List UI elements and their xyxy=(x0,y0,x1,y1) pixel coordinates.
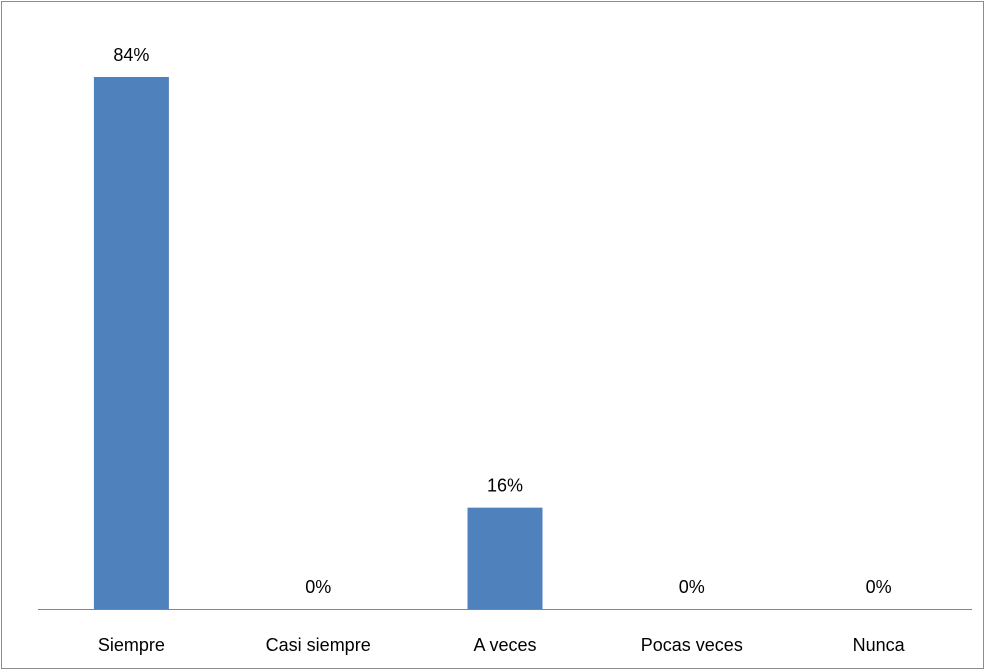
category-label-0: Siempre xyxy=(98,635,165,655)
category-label-4: Nunca xyxy=(853,635,906,655)
data-label-4: 0% xyxy=(866,577,892,597)
data-label-1: 0% xyxy=(305,577,331,597)
data-label-3: 0% xyxy=(679,577,705,597)
data-label-0: 84% xyxy=(113,45,149,65)
data-label-2: 16% xyxy=(487,476,523,496)
bar-0 xyxy=(93,77,169,609)
category-labels-group: Siempre Casi siempre A veces Pocas veces Nun… xyxy=(98,635,906,655)
data-labels-group: 84% 0% 16% 0% 0% xyxy=(113,45,891,597)
bar-2 xyxy=(467,507,543,609)
category-label-1: Casi siempre xyxy=(266,635,371,655)
category-label-3: Pocas veces xyxy=(641,635,743,655)
bars-group xyxy=(93,77,543,609)
category-label-2: A veces xyxy=(473,635,536,655)
